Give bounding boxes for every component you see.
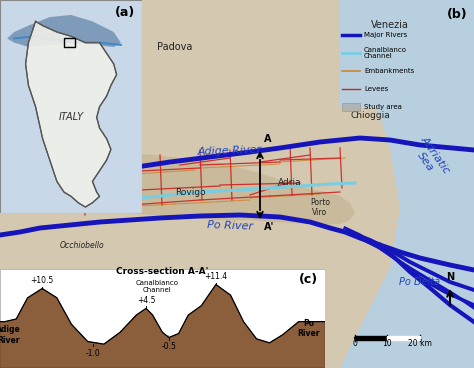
Polygon shape — [26, 21, 117, 207]
Text: Badia
Polesine: Badia Polesine — [46, 166, 78, 185]
Polygon shape — [7, 15, 121, 47]
Polygon shape — [0, 284, 325, 368]
Text: 10: 10 — [382, 339, 392, 348]
Text: -1.0: -1.0 — [85, 349, 100, 358]
Text: Adige River: Adige River — [198, 145, 262, 157]
Polygon shape — [0, 319, 16, 368]
Text: A: A — [264, 134, 272, 144]
Text: Porto
Viro: Porto Viro — [310, 198, 330, 217]
Text: Canalbianco
Channel: Canalbianco Channel — [364, 46, 407, 60]
Bar — [342, 103, 360, 111]
Text: (c): (c) — [299, 273, 318, 286]
Text: +10.5: +10.5 — [31, 276, 54, 285]
Text: (a): (a) — [115, 6, 135, 20]
Text: 0: 0 — [353, 339, 357, 348]
Text: Po Delta: Po Delta — [400, 277, 440, 287]
Text: Adriatic
Sea: Adriatic Sea — [409, 134, 452, 182]
Text: A': A' — [264, 222, 274, 232]
Polygon shape — [340, 0, 474, 108]
Polygon shape — [72, 324, 120, 368]
Bar — [64, 38, 75, 47]
Text: Canalbianco
Channel: Canalbianco Channel — [136, 280, 179, 294]
Polygon shape — [146, 335, 169, 368]
Text: Occhiobello: Occhiobello — [60, 241, 104, 250]
Text: Chioggia: Chioggia — [350, 111, 390, 120]
Text: ITALY: ITALY — [58, 112, 84, 123]
Text: (b): (b) — [447, 8, 468, 21]
Text: N: N — [446, 272, 454, 282]
Text: 20 km: 20 km — [408, 339, 432, 348]
Text: Venezia: Venezia — [371, 20, 409, 30]
Polygon shape — [340, 0, 474, 368]
Polygon shape — [270, 322, 325, 368]
Text: Padova: Padova — [157, 42, 193, 52]
Text: Rovigo: Rovigo — [175, 188, 205, 197]
Text: +4.5: +4.5 — [137, 296, 155, 305]
Text: Po
River: Po River — [297, 319, 319, 338]
Text: Embankments: Embankments — [364, 68, 414, 74]
Text: Levees: Levees — [364, 86, 388, 92]
Text: Major Rivers: Major Rivers — [364, 32, 407, 38]
Text: Adige
River: Adige River — [0, 325, 20, 344]
Text: +11.4: +11.4 — [204, 272, 228, 281]
Polygon shape — [38, 143, 355, 225]
Text: Cross-section A-A': Cross-section A-A' — [116, 267, 209, 276]
Text: Adria: Adria — [278, 178, 302, 187]
Text: Po River: Po River — [207, 220, 253, 232]
Text: Study area: Study area — [364, 104, 402, 110]
Text: -0.5: -0.5 — [162, 342, 176, 351]
